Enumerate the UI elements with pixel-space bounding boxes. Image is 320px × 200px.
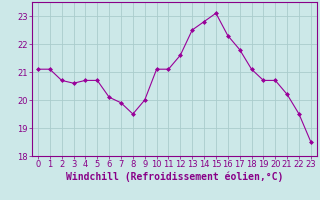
- X-axis label: Windchill (Refroidissement éolien,°C): Windchill (Refroidissement éolien,°C): [66, 172, 283, 182]
